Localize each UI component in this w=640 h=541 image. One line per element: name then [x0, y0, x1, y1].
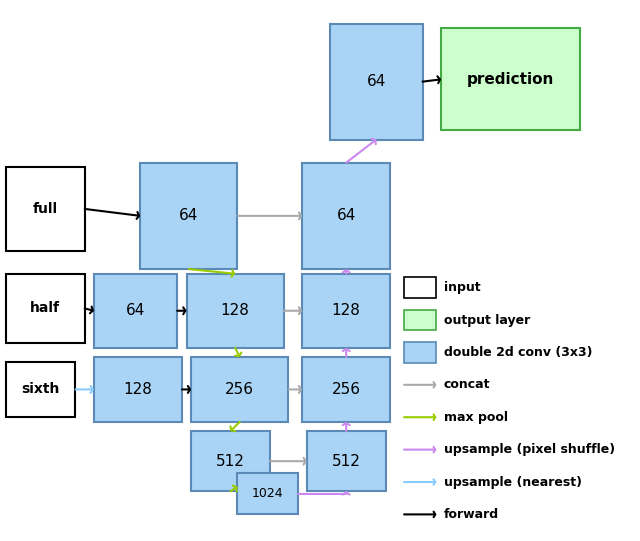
Bar: [302, 274, 390, 348]
Bar: [94, 357, 182, 422]
Text: forward: forward: [444, 508, 499, 521]
Bar: [140, 163, 237, 269]
Text: input: input: [444, 281, 481, 294]
Text: prediction: prediction: [467, 72, 554, 87]
Text: full: full: [33, 202, 58, 216]
Bar: [302, 163, 390, 269]
Text: upsample (nearest): upsample (nearest): [444, 476, 582, 489]
Text: output layer: output layer: [444, 314, 530, 327]
Bar: [94, 274, 177, 348]
Text: 64: 64: [337, 208, 356, 223]
Bar: [6, 167, 84, 250]
Bar: [404, 342, 436, 362]
Text: 64: 64: [367, 74, 386, 89]
Text: 128: 128: [332, 304, 361, 318]
Text: 128: 128: [221, 304, 250, 318]
Bar: [191, 357, 289, 422]
Text: 256: 256: [332, 382, 361, 397]
Bar: [404, 310, 436, 330]
Text: 512: 512: [216, 454, 245, 469]
Text: upsample (pixel shuffle): upsample (pixel shuffle): [444, 443, 615, 456]
Bar: [237, 473, 298, 514]
Text: 128: 128: [124, 382, 152, 397]
Text: 64: 64: [126, 304, 145, 318]
Text: sixth: sixth: [22, 382, 60, 397]
Bar: [330, 24, 422, 140]
Text: max pool: max pool: [444, 411, 508, 424]
Bar: [186, 274, 284, 348]
Text: concat: concat: [444, 378, 490, 391]
Bar: [307, 431, 385, 491]
Bar: [404, 278, 436, 298]
Text: double 2d conv (3x3): double 2d conv (3x3): [444, 346, 593, 359]
Bar: [302, 357, 390, 422]
Text: 256: 256: [225, 382, 254, 397]
Text: 1024: 1024: [252, 487, 284, 500]
Bar: [6, 274, 84, 343]
Bar: [191, 431, 270, 491]
Text: half: half: [30, 301, 60, 315]
Text: 64: 64: [179, 208, 198, 223]
Bar: [6, 362, 76, 417]
Text: 512: 512: [332, 454, 361, 469]
Bar: [441, 29, 580, 130]
